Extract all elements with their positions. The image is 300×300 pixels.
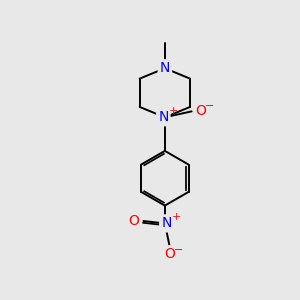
Text: −: − [173, 245, 183, 255]
Text: O: O [196, 104, 207, 118]
Text: O: O [164, 247, 175, 261]
Text: N: N [160, 61, 170, 75]
Text: +: + [169, 106, 178, 116]
Text: N: N [161, 216, 172, 230]
Text: +: + [172, 212, 181, 223]
Text: −: − [205, 101, 214, 111]
Text: O: O [128, 214, 139, 228]
Text: N: N [158, 110, 169, 124]
